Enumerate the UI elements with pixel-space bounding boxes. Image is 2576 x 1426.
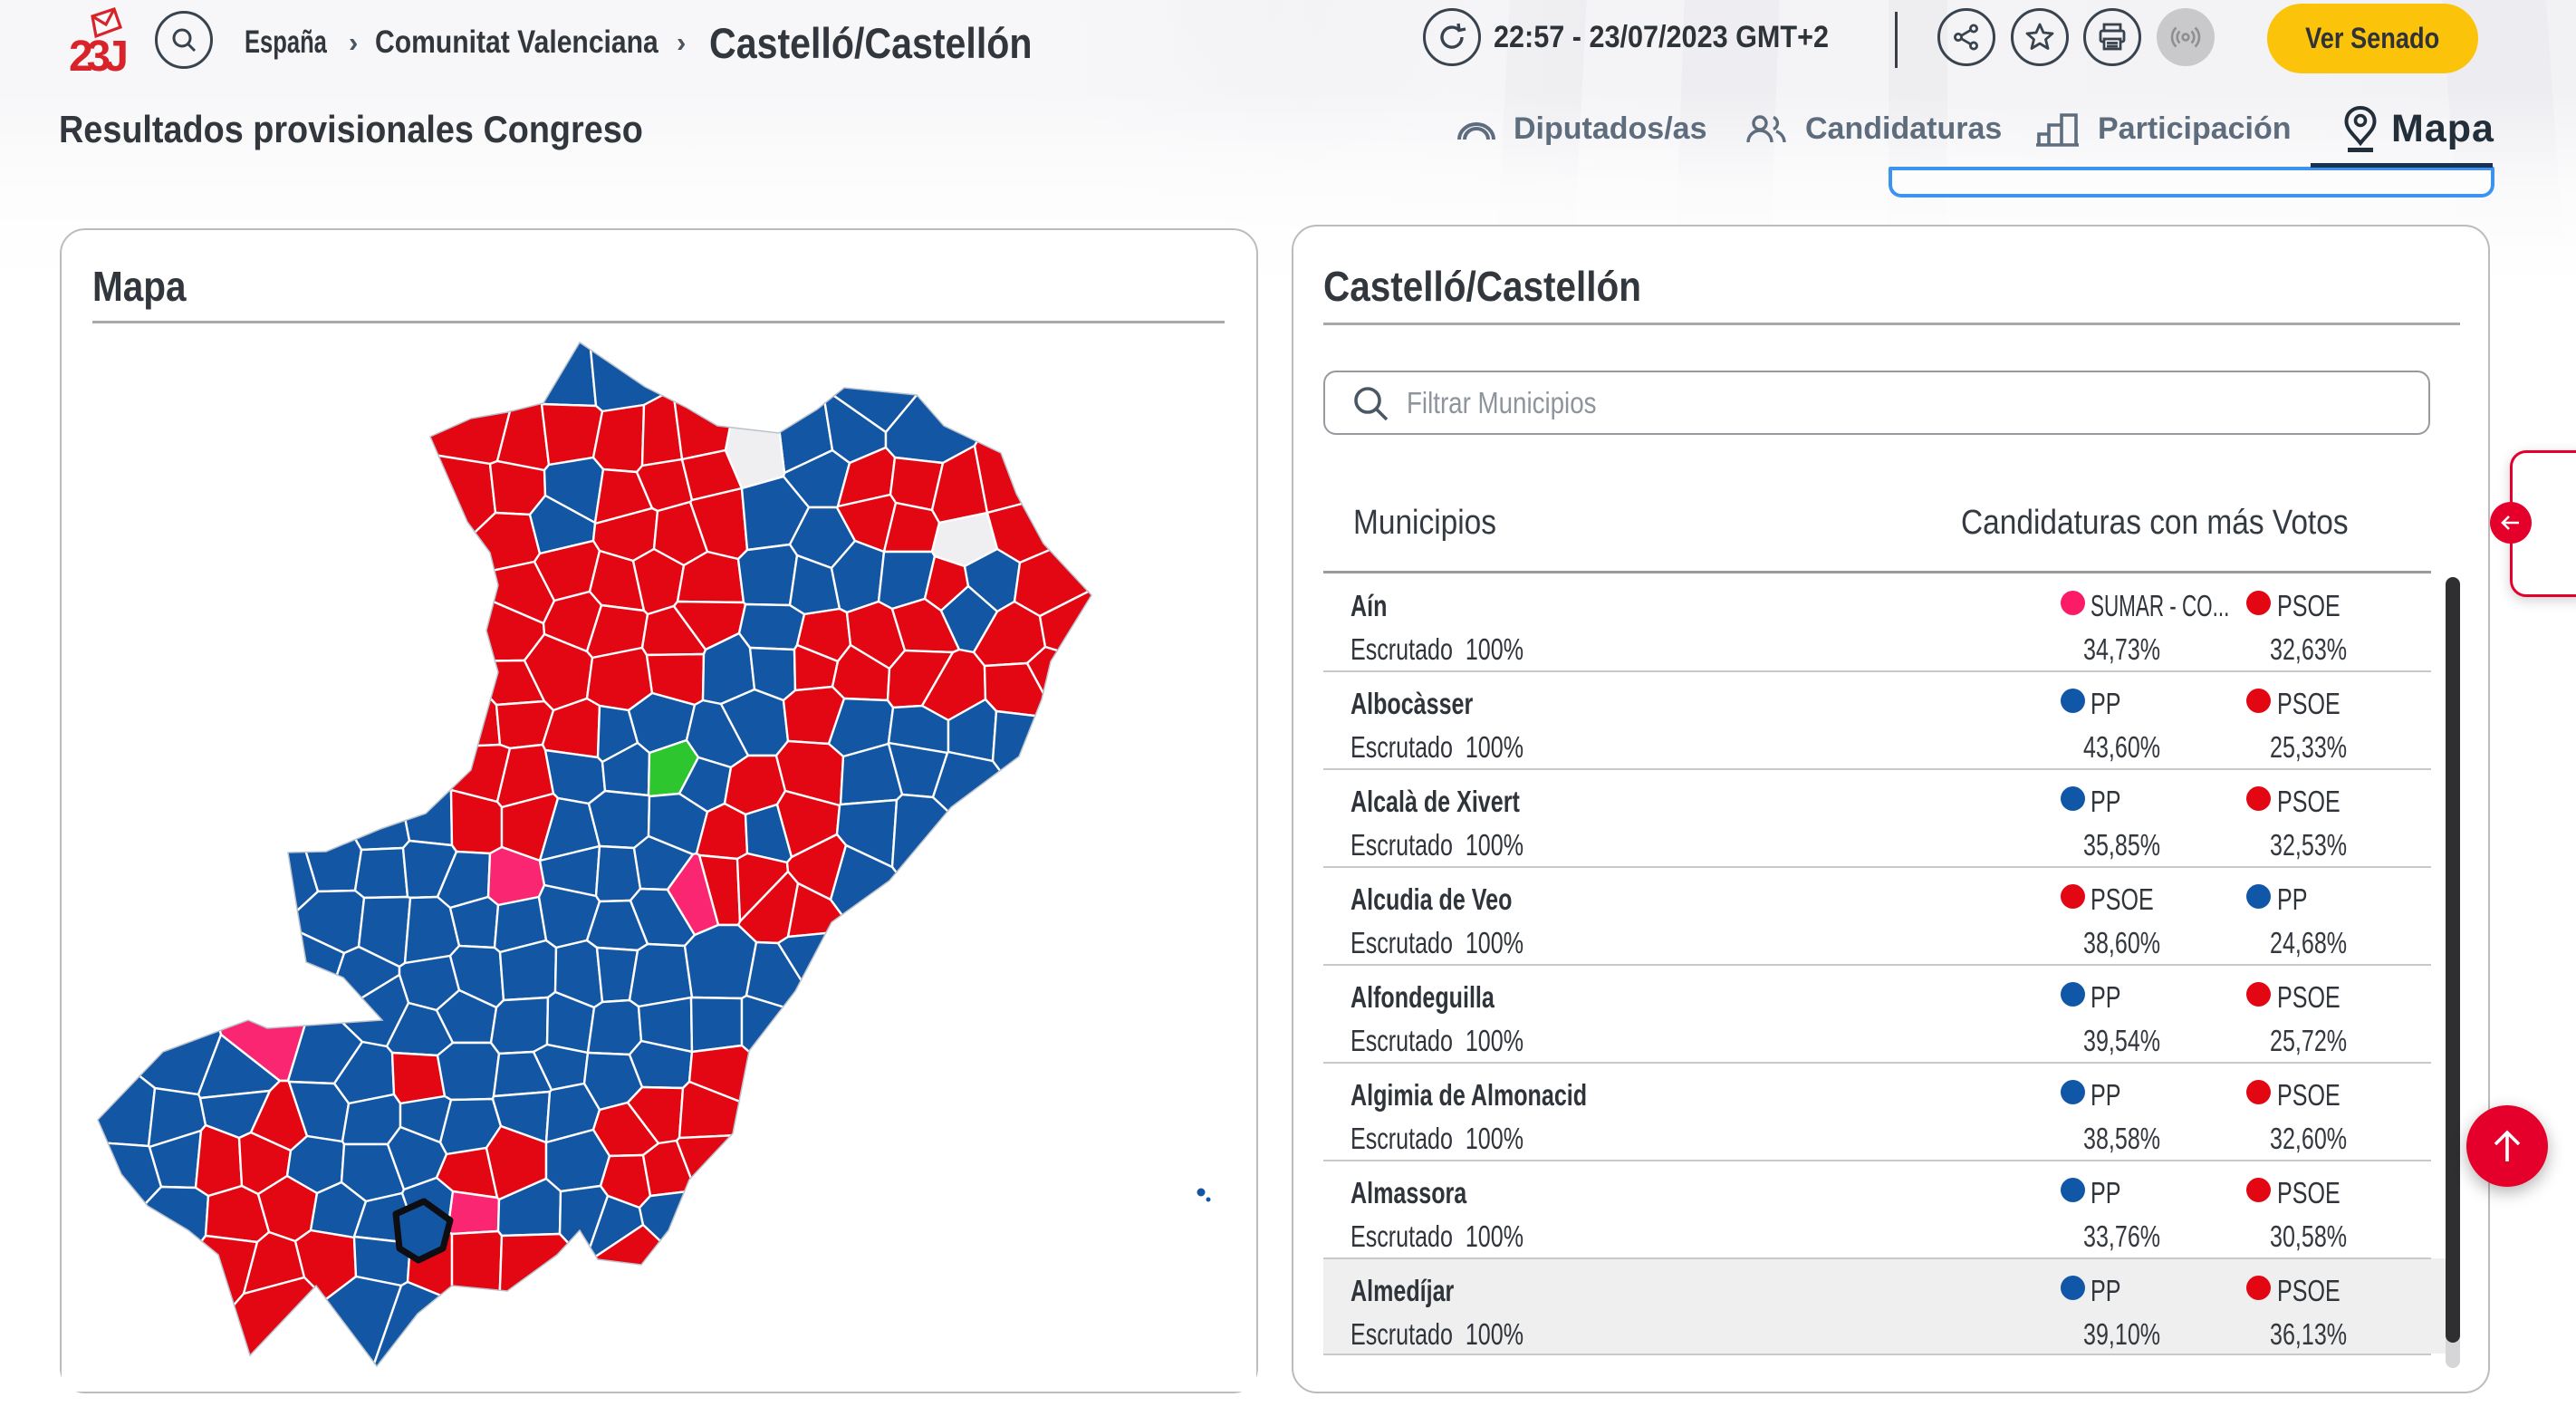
svg-text:23J: 23J [69,33,129,76]
